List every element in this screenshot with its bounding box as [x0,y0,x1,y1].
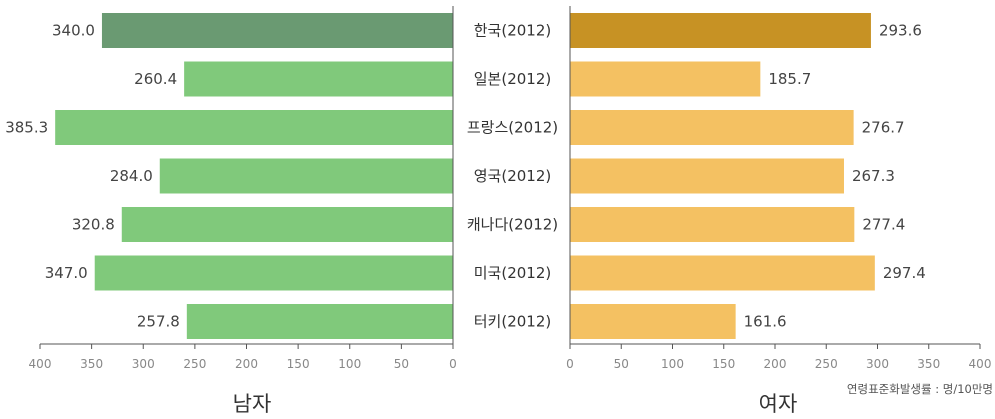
male-tick-label: 250 [183,357,206,371]
female-bar [570,304,736,339]
female-bar [570,110,854,145]
female-panel-label: 여자 [759,392,798,416]
female-tick-label: 100 [661,357,684,371]
male-value-label: 340.0 [52,22,95,40]
female-bar [570,255,875,291]
male-bars: 340.0 260.4 385.3 284.0 320.8 347.0 257.8 [5,13,454,339]
unit-note: 연령표준화발생률 : 명/10만명 [847,382,993,396]
female-tick-label: 0 [566,357,574,371]
male-bar [159,158,453,194]
male-value-label: 347.0 [45,264,88,282]
axes: 400 350 300 250 200 150 100 50 0 0 50 100 150 200 250 3… [29,6,992,371]
male-value-label: 385.3 [5,119,48,137]
female-value-label: 267.3 [852,167,895,185]
female-bars: 293.6 185.7 276.7 267.3 277.4 297.4 161.6 [570,13,926,339]
male-bar [184,61,453,97]
male-tick-label: 300 [132,357,155,371]
male-tick-label: 350 [80,357,103,371]
female-tick-label: 400 [969,357,992,371]
male-bar [55,110,454,145]
female-bar [570,207,855,242]
female-value-label: 161.6 [744,313,787,331]
female-value-label: 185.7 [768,70,811,88]
male-tick-label: 200 [235,357,258,371]
category-label: 프랑스(2012) [467,119,558,137]
male-bar [186,304,453,339]
female-bar [570,61,761,97]
male-panel-label: 남자 [233,392,272,416]
category-label: 일본(2012) [474,70,551,88]
male-tick-label: 400 [29,357,52,371]
male-tick-label: 50 [394,357,409,371]
female-value-label: 277.4 [862,216,905,234]
category-label: 한국(2012) [474,22,551,40]
male-bar [101,13,453,48]
male-tick-label: 100 [338,357,361,371]
female-tick-label: 350 [917,357,940,371]
male-tick-label: 0 [449,357,457,371]
female-value-label: 276.7 [862,119,905,137]
female-bar [570,158,844,194]
female-bar [570,13,871,48]
female-tick-label: 150 [712,357,735,371]
male-value-label: 257.8 [137,313,180,331]
female-value-label: 297.4 [883,264,926,282]
male-value-label: 320.8 [72,216,115,234]
male-value-label: 260.4 [134,70,177,88]
male-value-label: 284.0 [110,167,153,185]
male-tick-label: 150 [287,357,310,371]
female-value-label: 293.6 [879,22,922,40]
category-label: 미국(2012) [474,264,551,282]
male-bar [121,207,454,242]
female-tick-label: 50 [614,357,629,371]
category-label: 터키(2012) [474,313,551,331]
category-label: 캐나다(2012) [467,216,558,234]
female-tick-label: 300 [866,357,889,371]
category-labels: 한국(2012) 일본(2012) 프랑스(2012) 영국(2012) 캐나다(201… [467,22,558,331]
female-tick-label: 250 [815,357,838,371]
category-label: 영국(2012) [474,167,551,185]
female-tick-label: 200 [764,357,787,371]
male-bar [94,255,453,291]
